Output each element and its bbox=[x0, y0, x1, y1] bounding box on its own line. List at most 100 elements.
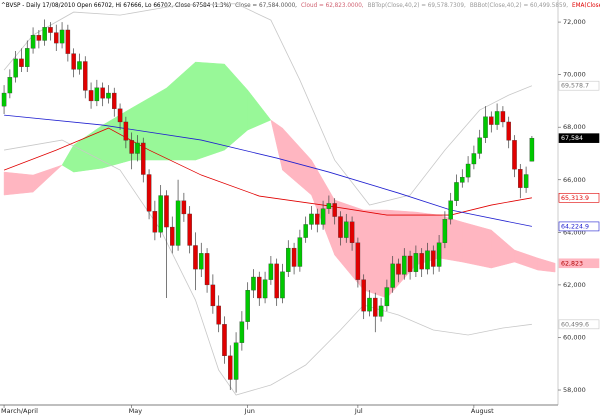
candle-body bbox=[280, 271, 285, 299]
indicator-line bbox=[4, 114, 532, 227]
candle-body bbox=[286, 247, 291, 272]
last-value-box bbox=[558, 319, 600, 330]
x-tick-label: August bbox=[471, 407, 494, 415]
y-tick-label: 72,000 bbox=[563, 18, 586, 26]
candle-body bbox=[25, 48, 30, 67]
candle-body bbox=[454, 182, 459, 201]
candle-body bbox=[48, 27, 53, 33]
candle-body bbox=[367, 297, 372, 312]
candle-body bbox=[436, 242, 442, 267]
candle-body bbox=[338, 216, 343, 238]
legend-entry: Cloud = 62,823.0000, bbox=[301, 3, 364, 9]
last-value-text: 65,313.9 bbox=[561, 195, 589, 202]
candle-body bbox=[442, 219, 448, 243]
candle-body bbox=[396, 263, 401, 275]
candle-body bbox=[71, 53, 76, 70]
candle-body bbox=[94, 87, 100, 102]
last-value-label: 65,313.9 bbox=[558, 192, 600, 203]
last-value-box bbox=[558, 80, 600, 91]
cloud-segment bbox=[462, 221, 492, 269]
legend-entry: BBTop(Close,40,2) = 69,578.7309, bbox=[368, 3, 466, 9]
candle-body bbox=[123, 121, 129, 141]
candle-body bbox=[83, 61, 88, 91]
candle-body bbox=[483, 116, 488, 138]
candle-body bbox=[251, 276, 256, 291]
candle-body bbox=[477, 137, 482, 154]
candle-body bbox=[494, 111, 500, 125]
candle-body bbox=[106, 92, 111, 99]
cloud-segment bbox=[3, 171, 34, 196]
candle-body bbox=[512, 140, 517, 170]
candle-body bbox=[158, 195, 163, 233]
y-tick-label: 66,000 bbox=[563, 176, 586, 184]
candle-body bbox=[465, 163, 471, 178]
legend-entry: ^BVSP - Daily 17/08/2010 Open 66702, Hi … bbox=[1, 3, 231, 9]
candle-body bbox=[117, 108, 123, 123]
last-value-box bbox=[558, 258, 600, 269]
candle-body bbox=[413, 253, 419, 272]
y-tick-label: 58,000 bbox=[563, 386, 586, 394]
last-value-label: 69,578.7 bbox=[558, 80, 600, 91]
candle-body bbox=[297, 237, 303, 267]
last-value-label: 60,499.6 bbox=[558, 319, 600, 330]
candle-body bbox=[303, 224, 308, 238]
candle-body bbox=[315, 213, 320, 225]
candle-body bbox=[257, 276, 262, 299]
candle-body bbox=[274, 263, 279, 299]
candle-body bbox=[407, 255, 413, 272]
candle-body bbox=[216, 305, 221, 325]
candle-body bbox=[384, 287, 390, 307]
last-value-text: 60,499.6 bbox=[561, 321, 589, 328]
indicator-line bbox=[3, 3, 533, 206]
cloud-segment bbox=[363, 209, 388, 299]
candle-body bbox=[152, 211, 158, 233]
x-tick-label: May bbox=[129, 407, 143, 415]
candle-body bbox=[506, 121, 511, 141]
candle-body bbox=[378, 305, 384, 317]
candle-body bbox=[332, 203, 337, 217]
candle-body bbox=[245, 289, 250, 322]
candle-body bbox=[170, 226, 175, 246]
x-tick-label: Jul bbox=[354, 407, 363, 415]
cloud-segment bbox=[537, 257, 556, 273]
candle-body bbox=[36, 35, 42, 41]
candle-body bbox=[141, 142, 146, 175]
candle-body bbox=[175, 200, 181, 246]
y-tick-label: 62,000 bbox=[563, 281, 586, 289]
candle-body bbox=[210, 284, 216, 307]
candle-body bbox=[460, 176, 465, 183]
last-value-text: 67,584 bbox=[561, 135, 583, 142]
candle-body bbox=[204, 253, 210, 286]
candle-body bbox=[448, 200, 453, 220]
candle-body bbox=[7, 77, 13, 94]
indicator-line bbox=[3, 139, 532, 396]
cloud-segment bbox=[195, 61, 225, 161]
candle-body bbox=[129, 140, 134, 154]
candle-body bbox=[489, 116, 494, 125]
candle-body bbox=[309, 213, 314, 225]
candle-body bbox=[349, 221, 355, 243]
candle-body bbox=[355, 242, 361, 280]
candle-body bbox=[291, 247, 297, 267]
candle-body bbox=[326, 203, 332, 209]
candle-body bbox=[187, 213, 192, 246]
x-tick-label: Jun bbox=[244, 407, 255, 415]
candle-body bbox=[262, 279, 268, 299]
candle-body bbox=[320, 208, 326, 225]
candle-body bbox=[268, 263, 274, 280]
candle-body bbox=[13, 58, 18, 78]
candle-body bbox=[135, 142, 140, 154]
legend-entry: Close = 67,584.0000, bbox=[235, 3, 297, 9]
candle-body bbox=[390, 263, 395, 288]
candle-body bbox=[471, 153, 477, 165]
y-tick-label: 60,000 bbox=[563, 333, 586, 341]
candle-body bbox=[1, 92, 7, 107]
y-tick-label: 68,000 bbox=[563, 123, 586, 131]
candle-body bbox=[54, 32, 59, 44]
cloud-segment bbox=[32, 164, 63, 193]
candle-body bbox=[431, 250, 436, 267]
last-value-text: 62,823 bbox=[561, 260, 583, 267]
candle-body bbox=[181, 200, 187, 215]
indicator-line bbox=[3, 127, 532, 216]
